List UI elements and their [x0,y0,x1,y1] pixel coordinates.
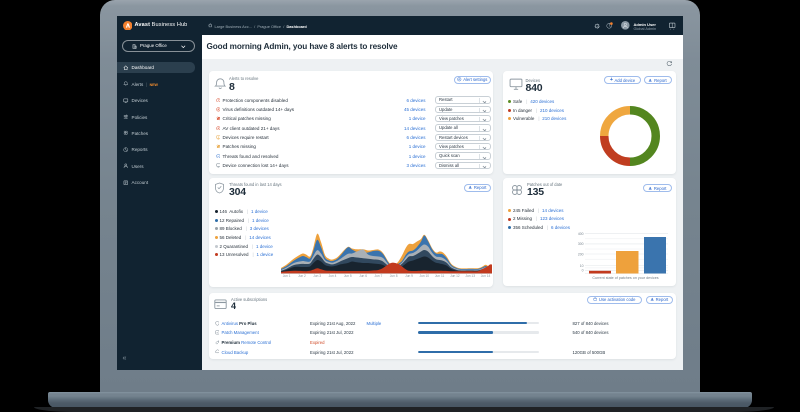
svg-text:200: 200 [578,252,584,256]
svg-text:300: 300 [578,242,584,246]
svg-text:400: 400 [578,232,584,236]
svg-text:10: 10 [580,264,584,268]
svg-text:0: 0 [582,269,584,273]
